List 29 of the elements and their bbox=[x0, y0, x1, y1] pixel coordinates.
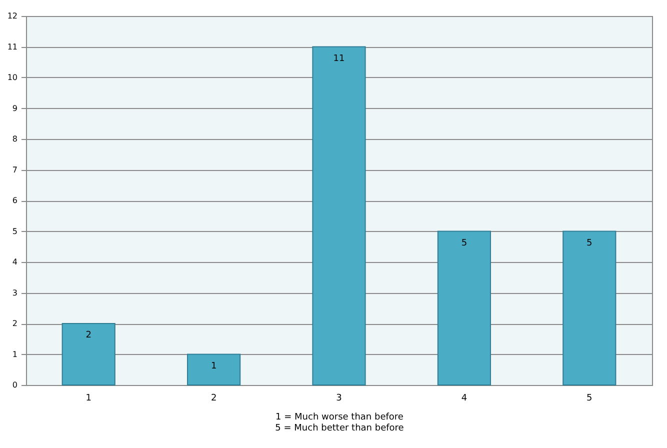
x-axis-title: 1 = Much worse than before 5 = Much better than before bbox=[275, 412, 404, 434]
bar bbox=[562, 230, 616, 386]
bar bbox=[437, 230, 491, 386]
y-tick-label: 3 bbox=[12, 288, 18, 298]
y-tick-label: 1 bbox=[12, 350, 18, 359]
y-tick-label: 9 bbox=[12, 104, 18, 113]
y-tick-label: 2 bbox=[12, 319, 18, 328]
bar bbox=[312, 46, 366, 386]
data-label: 1 bbox=[210, 361, 217, 372]
y-tick-label: 5 bbox=[12, 226, 18, 236]
x-tick-label: 1 bbox=[86, 394, 92, 404]
x-tick-label: 5 bbox=[586, 394, 592, 404]
y-tick-label: 6 bbox=[12, 196, 18, 205]
x-tick-label: 2 bbox=[210, 394, 217, 404]
data-label: 5 bbox=[586, 238, 592, 248]
y-tick-label: 4 bbox=[12, 258, 18, 266]
data-label: 2 bbox=[86, 330, 92, 340]
bar bbox=[187, 354, 241, 386]
y-tick-label: 8 bbox=[12, 134, 18, 144]
y-tick-label: 10 bbox=[7, 73, 18, 82]
x-tick-label: 4 bbox=[461, 394, 468, 404]
y-tick-label: 7 bbox=[12, 165, 18, 174]
bar bbox=[62, 323, 116, 386]
y-tick-label: 0 bbox=[12, 380, 18, 390]
y-tick-label: 11 bbox=[7, 42, 18, 52]
data-label: 11 bbox=[333, 54, 345, 64]
y-tick-label: 12 bbox=[7, 12, 18, 20]
x-tick-label: 3 bbox=[336, 394, 342, 404]
data-label: 5 bbox=[461, 238, 468, 248]
